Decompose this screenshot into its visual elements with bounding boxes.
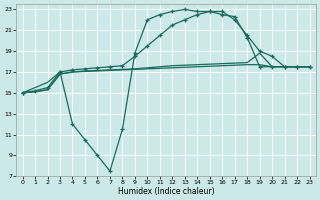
X-axis label: Humidex (Indice chaleur): Humidex (Indice chaleur) — [118, 187, 214, 196]
